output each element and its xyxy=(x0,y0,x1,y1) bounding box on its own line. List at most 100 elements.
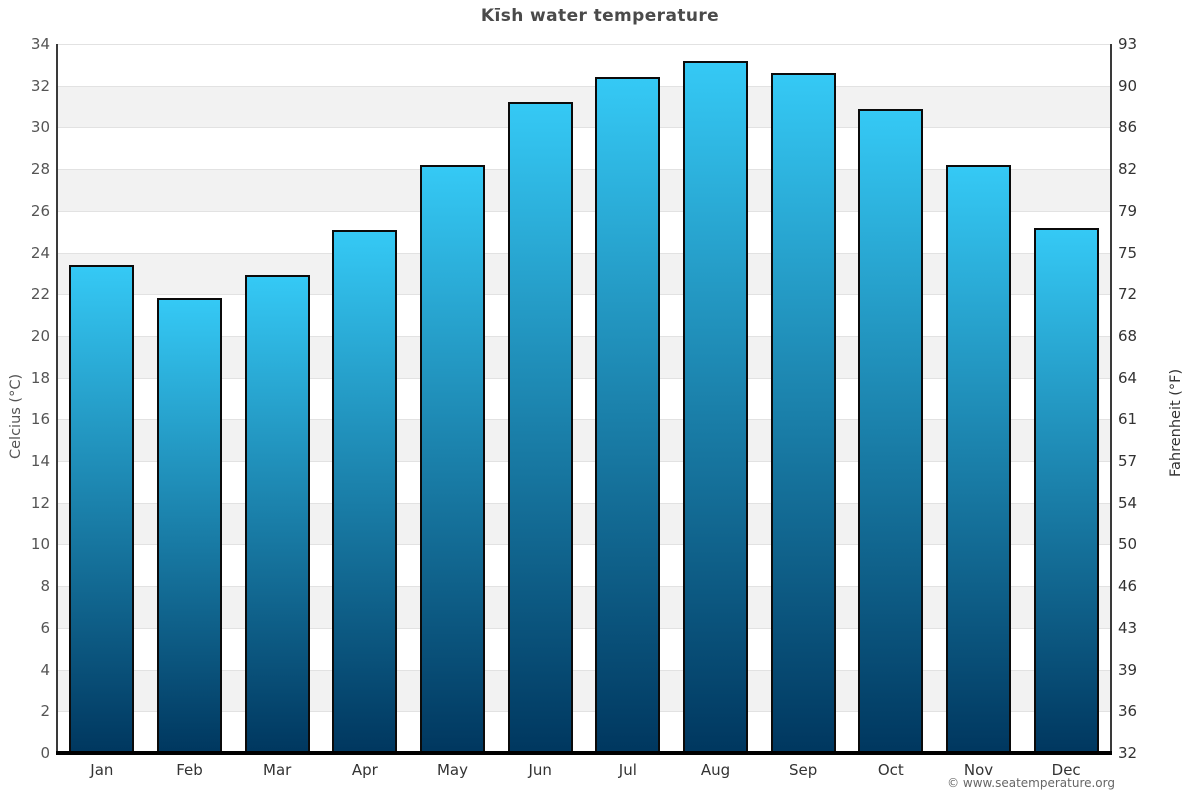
fahrenheit-tick-54: 54 xyxy=(1118,493,1138,512)
copyright-text: © www.seatemperature.org xyxy=(947,776,1115,790)
grid-band xyxy=(58,627,1110,670)
bar-jul xyxy=(595,77,661,753)
fahrenheit-tick-90: 90 xyxy=(1118,76,1138,95)
fahrenheit-tick-50: 50 xyxy=(1118,535,1138,554)
gridline xyxy=(58,711,1110,712)
grid-band xyxy=(58,127,1110,170)
bar-nov xyxy=(946,164,1011,753)
bar-mar xyxy=(244,275,310,753)
grid-band xyxy=(58,294,1110,336)
celsius-tick-20: 20 xyxy=(30,326,50,345)
grid-band xyxy=(58,335,1110,378)
bar-apr xyxy=(332,229,398,753)
fahrenheit-tick-93: 93 xyxy=(1118,35,1138,53)
fahrenheit-tick-61: 61 xyxy=(1118,410,1138,429)
gridline xyxy=(58,253,1110,254)
chart-title: Kīsh water temperature xyxy=(480,6,720,26)
gridline xyxy=(58,86,1110,87)
month-label-mar: Mar xyxy=(263,761,292,779)
celsius-tick-22: 22 xyxy=(30,285,50,304)
month-label-sep: Sep xyxy=(789,761,818,779)
bar-dec xyxy=(1033,227,1099,753)
grid-band xyxy=(58,252,1110,295)
gridline xyxy=(58,169,1110,170)
fahrenheit-tick-75: 75 xyxy=(1118,243,1138,262)
bar-feb xyxy=(157,298,222,753)
bar-may xyxy=(420,164,485,753)
celsius-tick-18: 18 xyxy=(30,368,50,387)
celsius-tick-6: 6 xyxy=(40,618,50,637)
celsius-tick-14: 14 xyxy=(30,452,50,471)
gridline xyxy=(58,336,1110,337)
fahrenheit-tick-39: 39 xyxy=(1118,660,1138,679)
celsius-tick-30: 30 xyxy=(30,118,50,137)
month-label-aug: Aug xyxy=(700,761,731,779)
month-label-oct: Oct xyxy=(877,761,904,779)
celsius-tick-10: 10 xyxy=(30,535,50,554)
fahrenheit-axis-line xyxy=(1110,44,1112,753)
month-label-jan: Jan xyxy=(90,761,114,779)
celsius-axis-line xyxy=(56,44,58,753)
gridline xyxy=(58,294,1110,295)
celsius-tick-16: 16 xyxy=(30,410,50,429)
celsius-tick-34: 34 xyxy=(30,35,50,53)
celsius-tick-8: 8 xyxy=(40,577,50,596)
celsius-tick-2: 2 xyxy=(40,702,50,721)
grid-band xyxy=(58,419,1110,462)
fahrenheit-tick-57: 57 xyxy=(1118,452,1138,471)
fahrenheit-tick-86: 86 xyxy=(1118,118,1138,137)
celsius-tick-12: 12 xyxy=(30,493,50,512)
celsius-tick-32: 32 xyxy=(30,76,50,95)
bar-sep xyxy=(770,73,836,753)
bar-jan xyxy=(69,265,135,753)
bar-jun xyxy=(507,102,573,753)
bar-oct xyxy=(858,108,924,753)
celsius-tick-0: 0 xyxy=(40,744,50,762)
month-label-dec: Dec xyxy=(1051,761,1081,779)
celsius-tick-28: 28 xyxy=(30,160,50,179)
grid-band xyxy=(58,669,1110,712)
grid-band xyxy=(58,210,1110,253)
gridline xyxy=(58,44,1110,45)
fahrenheit-tick-82: 82 xyxy=(1118,160,1138,179)
gridline xyxy=(58,670,1110,671)
grid-band xyxy=(58,711,1110,753)
fahrenheit-tick-64: 64 xyxy=(1118,368,1138,387)
gridline xyxy=(58,127,1110,128)
fahrenheit-tick-32: 32 xyxy=(1118,744,1138,762)
month-label-jun: Jun xyxy=(528,761,552,779)
plot-area xyxy=(58,44,1110,754)
month-label-apr: Apr xyxy=(351,761,378,779)
gridline xyxy=(58,586,1110,587)
gridline xyxy=(58,211,1110,212)
fahrenheit-tick-68: 68 xyxy=(1118,326,1138,345)
x-axis-line xyxy=(56,751,1112,755)
fahrenheit-tick-79: 79 xyxy=(1118,201,1138,220)
celsius-tick-4: 4 xyxy=(40,660,50,679)
fahrenheit-tick-72: 72 xyxy=(1118,285,1138,304)
gridline xyxy=(58,503,1110,504)
fahrenheit-tick-46: 46 xyxy=(1118,577,1138,596)
grid-band xyxy=(58,169,1110,211)
celsius-tick-26: 26 xyxy=(30,201,50,220)
fahrenheit-tick-36: 36 xyxy=(1118,702,1138,721)
grid-band xyxy=(58,461,1110,503)
month-label-may: May xyxy=(436,761,468,779)
gridline xyxy=(58,419,1110,420)
gridline xyxy=(58,544,1110,545)
grid-band xyxy=(58,586,1110,628)
grid-band xyxy=(58,502,1110,545)
bar-aug xyxy=(683,60,748,753)
grid-band xyxy=(58,544,1110,587)
month-label-feb: Feb xyxy=(176,761,203,779)
gridline xyxy=(58,378,1110,379)
grid-band xyxy=(58,85,1110,128)
fahrenheit-axis-title: Fahrenheit (°F) xyxy=(1168,368,1184,477)
gridline xyxy=(58,628,1110,629)
celsius-tick-24: 24 xyxy=(30,243,50,262)
grid-band xyxy=(58,377,1110,420)
fahrenheit-tick-43: 43 xyxy=(1118,618,1138,637)
month-label-jul: Jul xyxy=(618,761,637,779)
gridline xyxy=(58,461,1110,462)
